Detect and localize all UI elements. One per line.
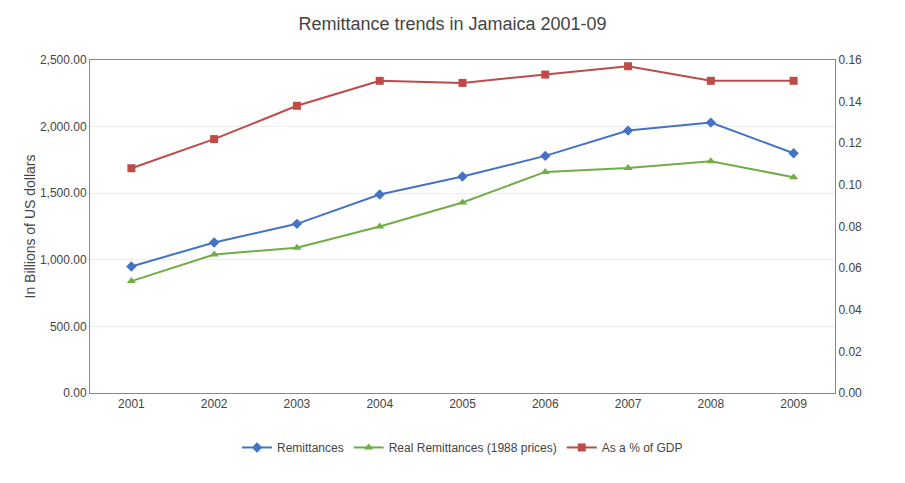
svg-text:Remittances: Remittances [277,441,344,455]
svg-text:0.04: 0.04 [838,303,862,317]
svg-text:0.08: 0.08 [838,220,862,234]
svg-text:2004: 2004 [366,397,393,411]
svg-text:2008: 2008 [697,397,724,411]
svg-text:Real Remittances (1988 prices): Real Remittances (1988 prices) [389,441,557,455]
svg-text:2009: 2009 [780,397,807,411]
svg-text:1,000.00: 1,000.00 [40,253,87,267]
svg-text:2,500.00: 2,500.00 [40,53,87,67]
svg-text:2006: 2006 [532,397,559,411]
svg-text:0.14: 0.14 [838,95,862,109]
svg-text:0.02: 0.02 [838,345,862,359]
svg-text:0.10: 0.10 [838,178,862,192]
svg-text:0.16: 0.16 [838,53,862,67]
svg-text:0.00: 0.00 [838,386,862,400]
svg-text:2007: 2007 [615,397,642,411]
svg-text:2001: 2001 [118,397,145,411]
svg-text:Remittance trends in Jamaica 2: Remittance trends in Jamaica 2001-09 [298,14,606,34]
svg-text:2002: 2002 [201,397,228,411]
svg-text:As a % of GDP: As a % of GDP [602,441,683,455]
svg-text:2005: 2005 [449,397,476,411]
svg-text:1,500.00: 1,500.00 [40,186,87,200]
svg-text:0.06: 0.06 [838,261,862,275]
svg-text:500.00: 500.00 [50,320,87,334]
svg-text:In Billions of US dollars: In Billions of US dollars [22,155,38,299]
svg-text:0.12: 0.12 [838,136,862,150]
svg-text:2,000.00: 2,000.00 [40,120,87,134]
svg-text:2003: 2003 [284,397,311,411]
svg-text:0.00: 0.00 [63,386,87,400]
